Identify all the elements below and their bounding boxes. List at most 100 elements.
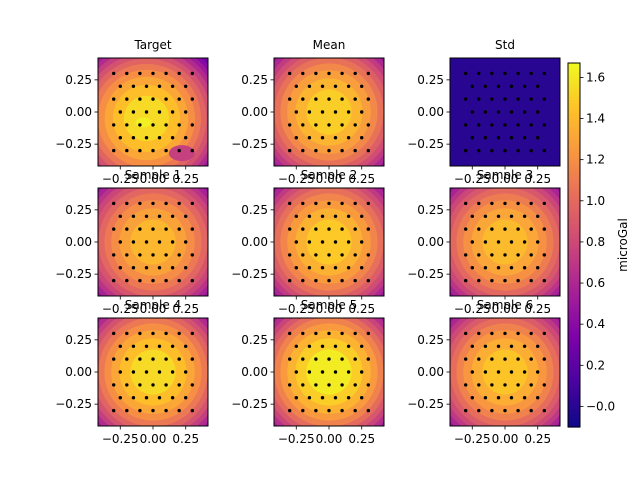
colorbar-band [568,199,580,204]
station-point [190,253,194,257]
x-tick-label: −0.25 [278,172,315,186]
colorbar-band [568,114,580,119]
panel-field [98,58,208,166]
colorbar-band [568,251,580,255]
station-point [536,266,540,270]
y-tick-label: −0.25 [231,267,268,281]
colorbar-band [568,363,580,367]
station-point [529,227,533,231]
station-point [294,344,298,348]
colorbar-band [568,375,580,380]
station-point [340,331,344,336]
station-point [138,408,142,413]
station-point [522,396,527,400]
station-point [327,123,331,127]
station-point [157,214,162,218]
field-fill [450,58,560,166]
colorbar-band [568,172,580,176]
panel-field [274,188,384,296]
station-point [131,240,136,244]
station-point [307,136,312,140]
station-point [112,331,116,336]
x-tick-label: 0.25 [172,302,199,316]
station-point [542,227,546,231]
colorbar-band [568,293,580,298]
station-point [470,136,474,140]
station-point [112,383,116,387]
station-point [490,383,494,387]
colorbar-band [568,272,580,276]
station-point [125,357,129,361]
station-point [184,266,188,270]
station-point [177,71,181,76]
station-point [177,278,181,283]
x-tick-label: 0.25 [348,302,375,316]
colorbar-band [568,423,580,428]
colorbar-band [568,202,580,207]
station-point [536,370,540,374]
colorbar-band [568,390,580,395]
station-point [151,408,155,413]
station-point [360,84,364,89]
station-point [333,396,338,400]
station-point [125,71,129,76]
colorbar-band [568,329,580,334]
station-point [190,148,194,153]
colorbar-band [568,154,580,158]
y-tick-label: −0.25 [55,397,92,411]
colorbar-band [568,345,580,349]
station-point [301,97,305,101]
station-point [138,278,142,283]
station-point [131,266,136,270]
station-point [503,408,507,413]
x-tick-label: −0.25 [454,302,491,316]
panel-4: 0.250.00−0.25−0.25 0.00 0.25 [55,187,209,316]
panel-8: 0.250.00−0.25−0.25 0.00 0.25 [231,317,385,446]
colorbar-band [568,193,580,198]
station-point [151,383,155,387]
station-point [346,214,351,218]
station-point [118,344,123,348]
contour-level [168,145,195,162]
station-point [288,383,292,387]
station-point [125,123,129,127]
station-point [314,71,318,76]
colorbar-band [568,141,580,146]
station-point [470,370,474,374]
station-point [353,123,357,127]
colorbar-band [568,196,580,201]
station-point [536,136,540,140]
station-point [477,408,481,413]
contour-level [306,89,352,135]
station-point [360,266,364,270]
contour-level [306,219,352,265]
station-point [307,84,312,89]
station-point [112,278,116,283]
station-point [477,383,481,387]
station-point [118,110,123,114]
y-tick-label: 0.00 [417,105,444,119]
station-point [340,97,344,101]
colorbar-band [568,238,580,243]
colorbar-band [568,135,580,140]
station-point [503,97,507,101]
colorbar-tick-label: 1.6 [586,70,605,84]
station-point [112,227,116,231]
station-point [490,253,494,257]
contour-level [130,349,176,395]
colorbar-band [568,111,580,116]
station-point [294,84,298,89]
panel-title: Sample 4 [125,298,181,312]
station-point [144,344,149,348]
station-point [496,344,501,348]
station-point [477,71,481,76]
station-point [340,278,344,283]
station-point [294,110,298,114]
station-point [503,278,507,283]
station-point [294,370,298,374]
station-point [190,357,194,361]
panel-title: Target [133,38,171,52]
station-point [164,201,168,206]
station-point [333,240,338,244]
